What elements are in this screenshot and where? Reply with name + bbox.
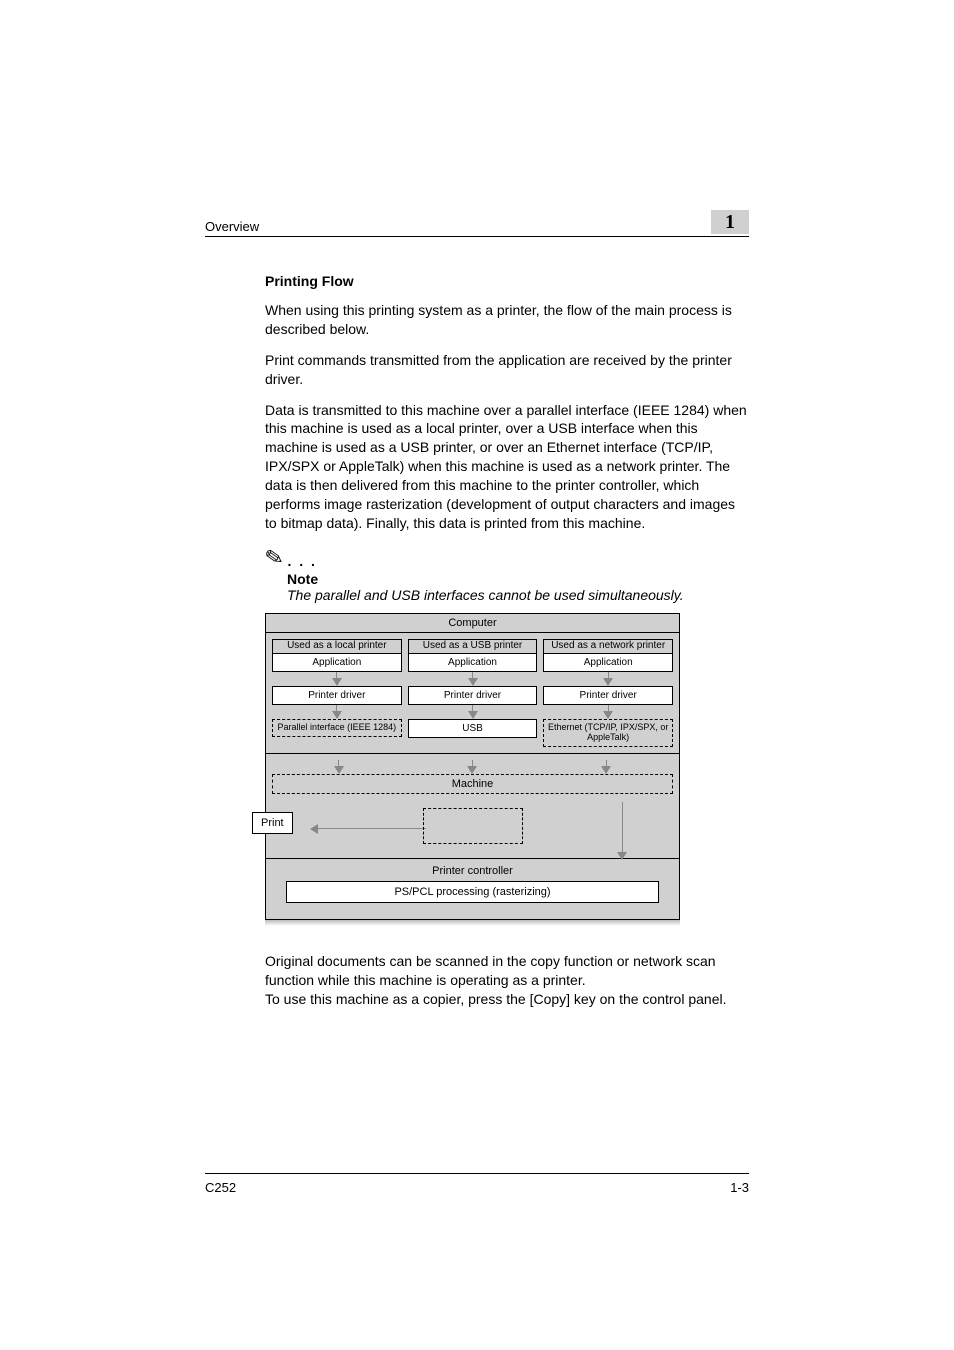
arrow-down-icon — [334, 760, 344, 774]
note-header: ✎ . . . — [265, 545, 749, 571]
text-line: Original documents can be scanned in the… — [265, 953, 716, 988]
driver-box: Printer driver — [272, 686, 402, 705]
col-title: Used as a USB printer — [408, 639, 538, 653]
paragraph: Data is transmitted to this machine over… — [265, 401, 749, 533]
page-footer: C252 1-3 — [205, 1173, 749, 1195]
controller-label: Printer controller — [286, 865, 659, 877]
processing-box: PS/PCL processing (rasterizing) — [286, 881, 659, 903]
arrow-down-icon — [603, 705, 613, 719]
arrow-down-icon — [468, 705, 478, 719]
note-dots: . . . — [287, 553, 316, 571]
driver-box: Printer driver — [408, 686, 538, 705]
application-box: Application — [543, 653, 673, 672]
interface-box: Ethernet (TCP/IP, IPX/SPX, or AppleTalk) — [543, 719, 673, 747]
diagram-shadow — [265, 920, 680, 926]
note-text: The parallel and USB interfaces cannot b… — [287, 587, 749, 603]
arrow-down-icon — [603, 672, 613, 686]
content-area: Printing Flow When using this printing s… — [265, 273, 749, 1009]
connector-line — [622, 802, 623, 858]
machine-label: Machine — [272, 774, 673, 794]
empty-dashed-box — [423, 808, 523, 844]
arrow-down-icon — [601, 760, 611, 774]
section-title: Printing Flow — [265, 273, 749, 289]
chapter-number-badge: 1 — [711, 210, 749, 234]
note-label: Note — [287, 571, 749, 587]
paragraph: When using this printing system as a pri… — [265, 301, 749, 339]
arrow-down-icon — [468, 672, 478, 686]
paragraph: Print commands transmitted from the appl… — [265, 351, 749, 389]
page: Overview 1 Printing Flow When using this… — [0, 0, 954, 1350]
footer-product: C252 — [205, 1180, 236, 1195]
diagram-columns: Used as a local printer Application Prin… — [265, 632, 680, 754]
arrows-row — [272, 760, 673, 774]
application-box: Application — [272, 653, 402, 672]
interface-box: Parallel interface (IEEE 1284) — [272, 719, 402, 737]
machine-row: Print — [272, 802, 673, 848]
application-box: Application — [408, 653, 538, 672]
diagram-machine-band: Machine Print — [265, 754, 680, 859]
footer-page-number: 1-3 — [730, 1180, 749, 1195]
text-line: To use this machine as a copier, press t… — [265, 991, 726, 1007]
diagram-col-local: Used as a local printer Application Prin… — [272, 639, 402, 747]
diagram-col-network: Used as a network printer Application Pr… — [543, 639, 673, 747]
col-title: Used as a local printer — [272, 639, 402, 653]
print-box: Print — [252, 812, 293, 834]
arrow-down-icon — [332, 672, 342, 686]
note-icon: ✎ — [263, 543, 286, 572]
arrow-down-icon — [617, 852, 627, 860]
arrow-down-icon — [332, 705, 342, 719]
driver-box: Printer driver — [543, 686, 673, 705]
header-section-label: Overview — [205, 219, 259, 234]
arrow-left-icon — [310, 824, 426, 834]
arrow-down-icon — [467, 760, 477, 774]
printing-flow-diagram: Computer Used as a local printer Applica… — [265, 613, 680, 926]
diagram-controller-band: Printer controller PS/PCL processing (ra… — [265, 859, 680, 920]
page-header: Overview 1 — [205, 210, 749, 237]
diagram-computer-label: Computer — [265, 613, 680, 632]
interface-box: USB — [408, 719, 538, 738]
paragraph: Original documents can be scanned in the… — [265, 952, 749, 1009]
col-title: Used as a network printer — [543, 639, 673, 653]
diagram-col-usb: Used as a USB printer Application Printe… — [408, 639, 538, 747]
